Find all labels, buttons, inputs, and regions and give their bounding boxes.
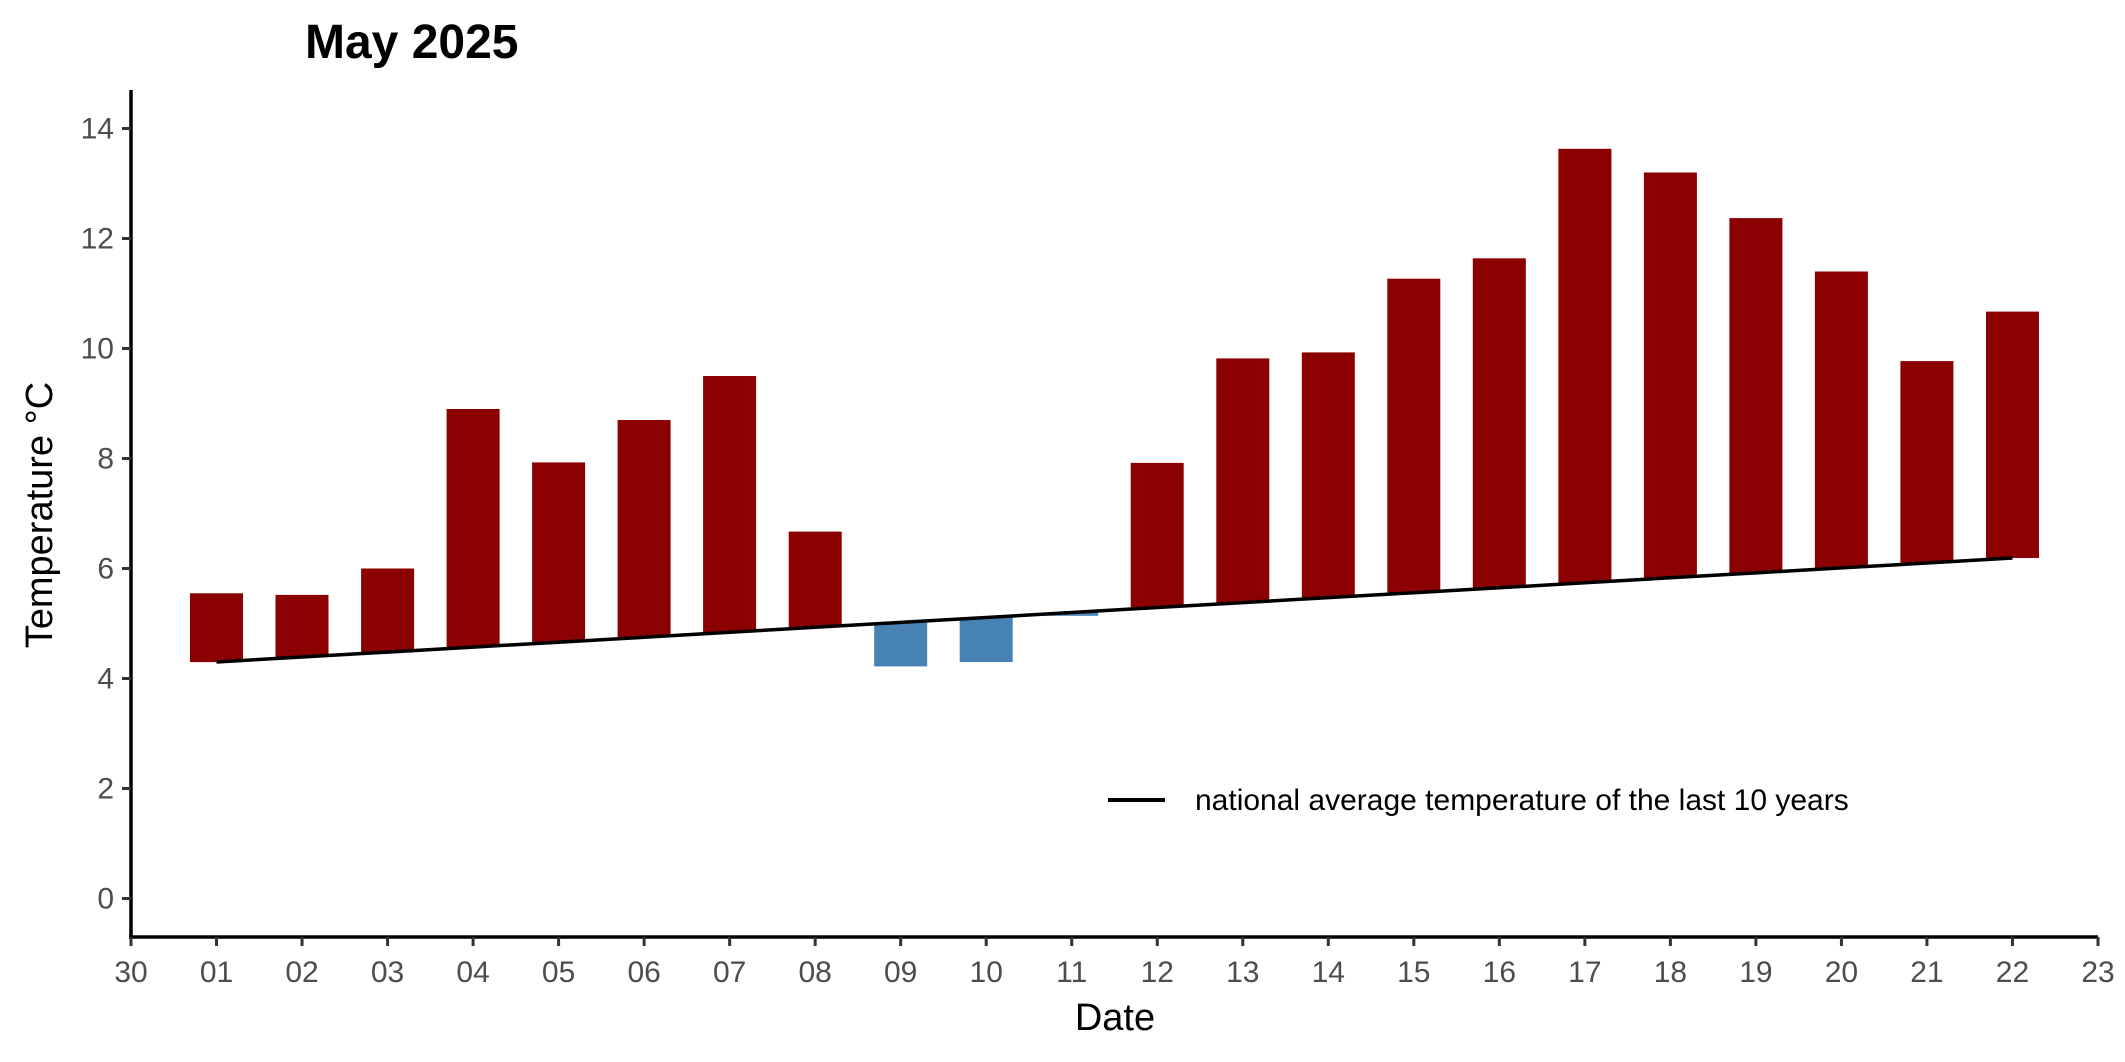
x-tick-label: 18: [1654, 956, 1687, 989]
bar-09: [874, 622, 928, 667]
x-tick-label: 15: [1397, 956, 1430, 989]
bar-19: [1729, 218, 1783, 573]
x-tick-label: 10: [970, 956, 1003, 989]
y-tick-label: 12: [81, 223, 114, 256]
x-tick-label: 03: [371, 956, 404, 989]
x-tick-label: 23: [2081, 956, 2114, 989]
x-tick-label: 20: [1825, 956, 1858, 989]
y-tick-label: 2: [97, 773, 114, 806]
bar-22: [1986, 311, 2039, 558]
x-tick-label: 19: [1739, 956, 1772, 989]
bar-06: [617, 420, 671, 638]
legend-label: national average temperature of the last…: [1195, 784, 1849, 817]
bar-03: [361, 568, 415, 653]
chart-title: May 2025: [305, 16, 519, 69]
x-tick-label: 30: [114, 956, 147, 989]
x-tick-label: 07: [713, 956, 746, 989]
bars-layer: [190, 148, 2039, 667]
bar-21: [1900, 361, 1954, 563]
x-tick-label: 06: [627, 956, 660, 989]
x-tick-label: 08: [798, 956, 831, 989]
bar-14: [1301, 352, 1355, 598]
bar-16: [1472, 258, 1526, 588]
bar-12: [1130, 462, 1184, 608]
y-tick-label: 4: [97, 663, 114, 696]
bar-20: [1814, 271, 1868, 568]
x-tick-label: 11: [1056, 956, 1087, 989]
bar-01: [190, 593, 243, 663]
y-tick-label: 14: [81, 113, 114, 146]
y-tick-label: 10: [81, 333, 114, 366]
average-temperature-line: [216, 556, 2013, 664]
x-tick-label: 21: [1910, 956, 1943, 989]
x-tick-label: 01: [200, 956, 233, 989]
x-tick-label: 13: [1226, 956, 1259, 989]
bar-05: [532, 462, 586, 643]
bar-15: [1387, 278, 1441, 593]
bar-07: [703, 376, 757, 633]
y-tick-label: 0: [97, 883, 114, 916]
x-tick-label: 02: [285, 956, 318, 989]
x-tick-label: 14: [1312, 956, 1345, 989]
x-axis-title: Date: [1075, 997, 1155, 1039]
x-tick-label: 04: [456, 956, 489, 989]
x-tick-label: 22: [1996, 956, 2029, 989]
x-tick-label: 05: [542, 956, 575, 989]
x-tick-label: 16: [1483, 956, 1516, 989]
y-axis-title: Temperature °C: [19, 382, 61, 649]
y-tick-label: 6: [97, 553, 114, 586]
bar-04: [446, 409, 500, 648]
x-tick-label: 17: [1568, 956, 1601, 989]
y-tick-label: 8: [97, 443, 114, 476]
x-tick-label: 09: [884, 956, 917, 989]
legend: national average temperature of the last…: [1108, 784, 1849, 817]
bar-18: [1643, 172, 1697, 578]
bar-13: [1216, 358, 1270, 603]
bar-08: [788, 531, 842, 628]
bar-17: [1558, 148, 1612, 583]
average-line-layer: [216, 556, 2013, 664]
x-tick-label: 12: [1141, 956, 1174, 989]
bar-10: [959, 617, 1013, 662]
bar-02: [275, 594, 329, 657]
